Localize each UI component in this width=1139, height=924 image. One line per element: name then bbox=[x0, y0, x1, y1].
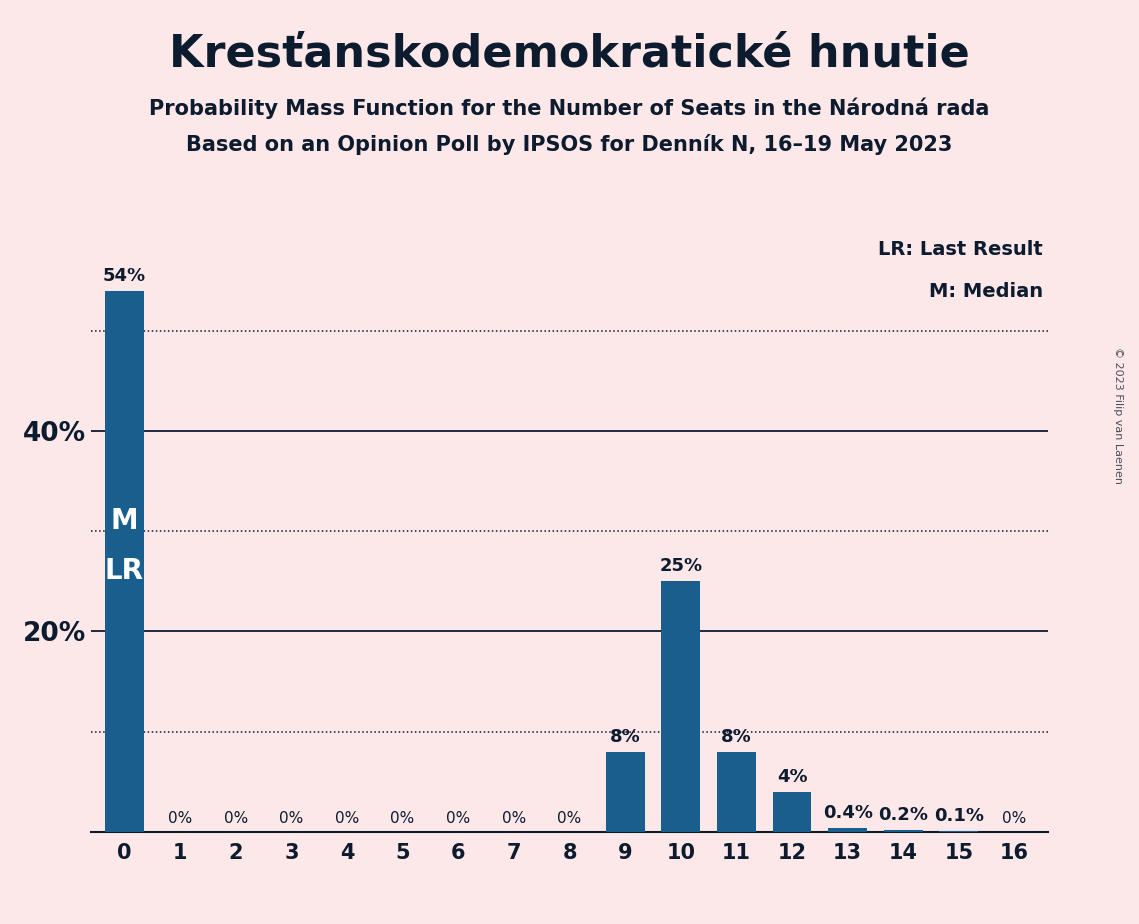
Text: LR: LR bbox=[105, 557, 144, 585]
Bar bbox=[606, 751, 645, 832]
Text: 0%: 0% bbox=[446, 810, 470, 826]
Bar bbox=[828, 828, 867, 832]
Text: 0%: 0% bbox=[391, 810, 415, 826]
Text: 0%: 0% bbox=[1002, 810, 1026, 826]
Bar bbox=[716, 751, 756, 832]
Text: 0.1%: 0.1% bbox=[934, 807, 984, 824]
Text: LR: Last Result: LR: Last Result bbox=[878, 240, 1043, 259]
Bar bbox=[940, 831, 978, 832]
Text: © 2023 Filip van Laenen: © 2023 Filip van Laenen bbox=[1114, 347, 1123, 484]
Bar bbox=[662, 581, 700, 832]
Text: 0%: 0% bbox=[502, 810, 526, 826]
Text: 8%: 8% bbox=[721, 727, 752, 746]
Text: 4%: 4% bbox=[777, 768, 808, 785]
Bar bbox=[772, 792, 811, 832]
Text: 54%: 54% bbox=[103, 267, 146, 285]
Text: M: M bbox=[110, 507, 138, 535]
Text: 0.4%: 0.4% bbox=[822, 804, 872, 821]
Text: 0%: 0% bbox=[223, 810, 248, 826]
Text: Based on an Opinion Poll by IPSOS for Denník N, 16–19 May 2023: Based on an Opinion Poll by IPSOS for De… bbox=[187, 134, 952, 155]
Text: 0%: 0% bbox=[167, 810, 192, 826]
Text: 0%: 0% bbox=[335, 810, 359, 826]
Text: Kresťanskodemokratické hnutie: Kresťanskodemokratické hnutie bbox=[169, 32, 970, 76]
Text: Probability Mass Function for the Number of Seats in the Národná rada: Probability Mass Function for the Number… bbox=[149, 97, 990, 118]
Text: 8%: 8% bbox=[609, 727, 640, 746]
Text: 0%: 0% bbox=[557, 810, 582, 826]
Text: 0.2%: 0.2% bbox=[878, 806, 928, 823]
Text: 0%: 0% bbox=[279, 810, 303, 826]
Text: 25%: 25% bbox=[659, 557, 703, 576]
Text: M: Median: M: Median bbox=[929, 282, 1043, 301]
Bar bbox=[105, 291, 144, 832]
Bar bbox=[884, 830, 923, 832]
